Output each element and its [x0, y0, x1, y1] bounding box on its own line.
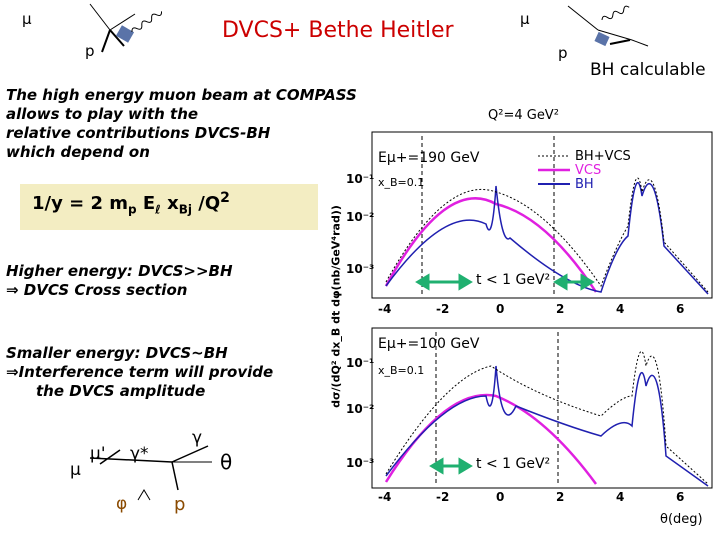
kin-p: p: [174, 494, 186, 515]
x-tick: -4: [378, 302, 392, 316]
y-tick: 10⁻²: [346, 402, 375, 416]
kin-mu-prime: μ': [90, 444, 106, 464]
x-tick: -2: [436, 302, 450, 316]
page-title: DVCS+ Bethe Heitler: [222, 18, 454, 43]
y-tick: 10⁻³: [346, 456, 375, 470]
x-tick: 2: [556, 490, 565, 504]
top-vcs-curve: [384, 197, 598, 293]
x-tick: 4: [616, 490, 625, 504]
bottom-bh-vcs-curve: [385, 351, 709, 485]
cross-section-plot: [371, 131, 713, 489]
bottom-xb-label: x_B=0.1: [378, 364, 425, 377]
mu-label-left: μ: [22, 10, 32, 28]
kin-gamma-star: γ*: [130, 444, 149, 464]
legend-bh: BH: [575, 177, 594, 192]
intro-line: relative contributions DVCS-BH: [6, 124, 271, 142]
y-tick: 10⁻²: [346, 210, 375, 224]
bottom-t-cut-label: t < 1 GeV²: [476, 456, 551, 472]
feynman-diagram-bh: [567, 5, 649, 47]
top-energy-label: Eμ+=190 GeV: [378, 150, 480, 166]
x-tick: 0: [496, 490, 505, 504]
top-panel-frame: [371, 131, 713, 299]
intro-text: The high energy muon beam at COMPASS all…: [6, 86, 386, 162]
intro-line: which depend on: [6, 143, 150, 161]
x-tick: 4: [616, 302, 625, 316]
p-label-right: p: [558, 44, 568, 62]
bottom-panel-frame: [371, 327, 713, 489]
top-t-cut-label: t < 1 GeV²: [476, 272, 551, 288]
bh-calculable-label: BH calculable: [590, 60, 706, 80]
kin-phi: φ: [116, 494, 128, 514]
intro-line: allows to play with the: [6, 105, 199, 123]
x-tick: 0: [496, 302, 505, 316]
bottom-t-arrow: [429, 457, 473, 475]
x-axis-label: θ(deg): [660, 512, 703, 527]
legend-vcs: VCS: [575, 163, 602, 178]
kin-mu: μ: [70, 460, 81, 480]
kinematics-diagram: [89, 445, 212, 501]
x-tick: -2: [436, 490, 450, 504]
formula: 1/y = 2 mp Eℓ xBj /Q2: [32, 190, 230, 217]
bottom-bh-curve: [385, 365, 709, 487]
kin-gamma: γ: [192, 428, 203, 448]
p-label-left: p: [85, 42, 95, 60]
intro-line: The high energy muon beam at COMPASS: [6, 86, 357, 104]
x-tick: -4: [378, 490, 392, 504]
smaller-energy-text: Smaller energy: DVCS~BH ⇒Interference te…: [6, 344, 274, 400]
x-tick: 2: [556, 302, 565, 316]
feynman-diagram-dvcs: [89, 3, 163, 53]
x-tick: 6: [676, 490, 685, 504]
top-bh-curve: [385, 182, 709, 295]
x-tick: 6: [676, 302, 685, 316]
y-axis-label: dσ/(dQ² dx_B dt dφ(nb/GeV⁴rad)): [329, 205, 343, 408]
formula-box: [20, 184, 318, 230]
kin-theta: θ: [220, 450, 233, 474]
q2-label: Q²=4 GeV²: [488, 108, 559, 123]
higher-energy-text: Higher energy: DVCS>>BH ⇒ DVCS Cross sec…: [6, 262, 233, 299]
legend-bh-vcs: BH+VCS: [575, 149, 631, 164]
top-xb-label: x_B=0.1: [378, 176, 425, 189]
bottom-energy-label: Eμ+=100 GeV: [378, 336, 480, 352]
y-tick: 10⁻¹: [346, 172, 375, 186]
top-t-arrow: [415, 273, 595, 291]
mu-label-right: μ: [520, 10, 530, 28]
y-tick: 10⁻¹: [346, 356, 375, 370]
top-bh-vcs-curve: [385, 177, 709, 293]
y-tick: 10⁻³: [346, 262, 375, 276]
